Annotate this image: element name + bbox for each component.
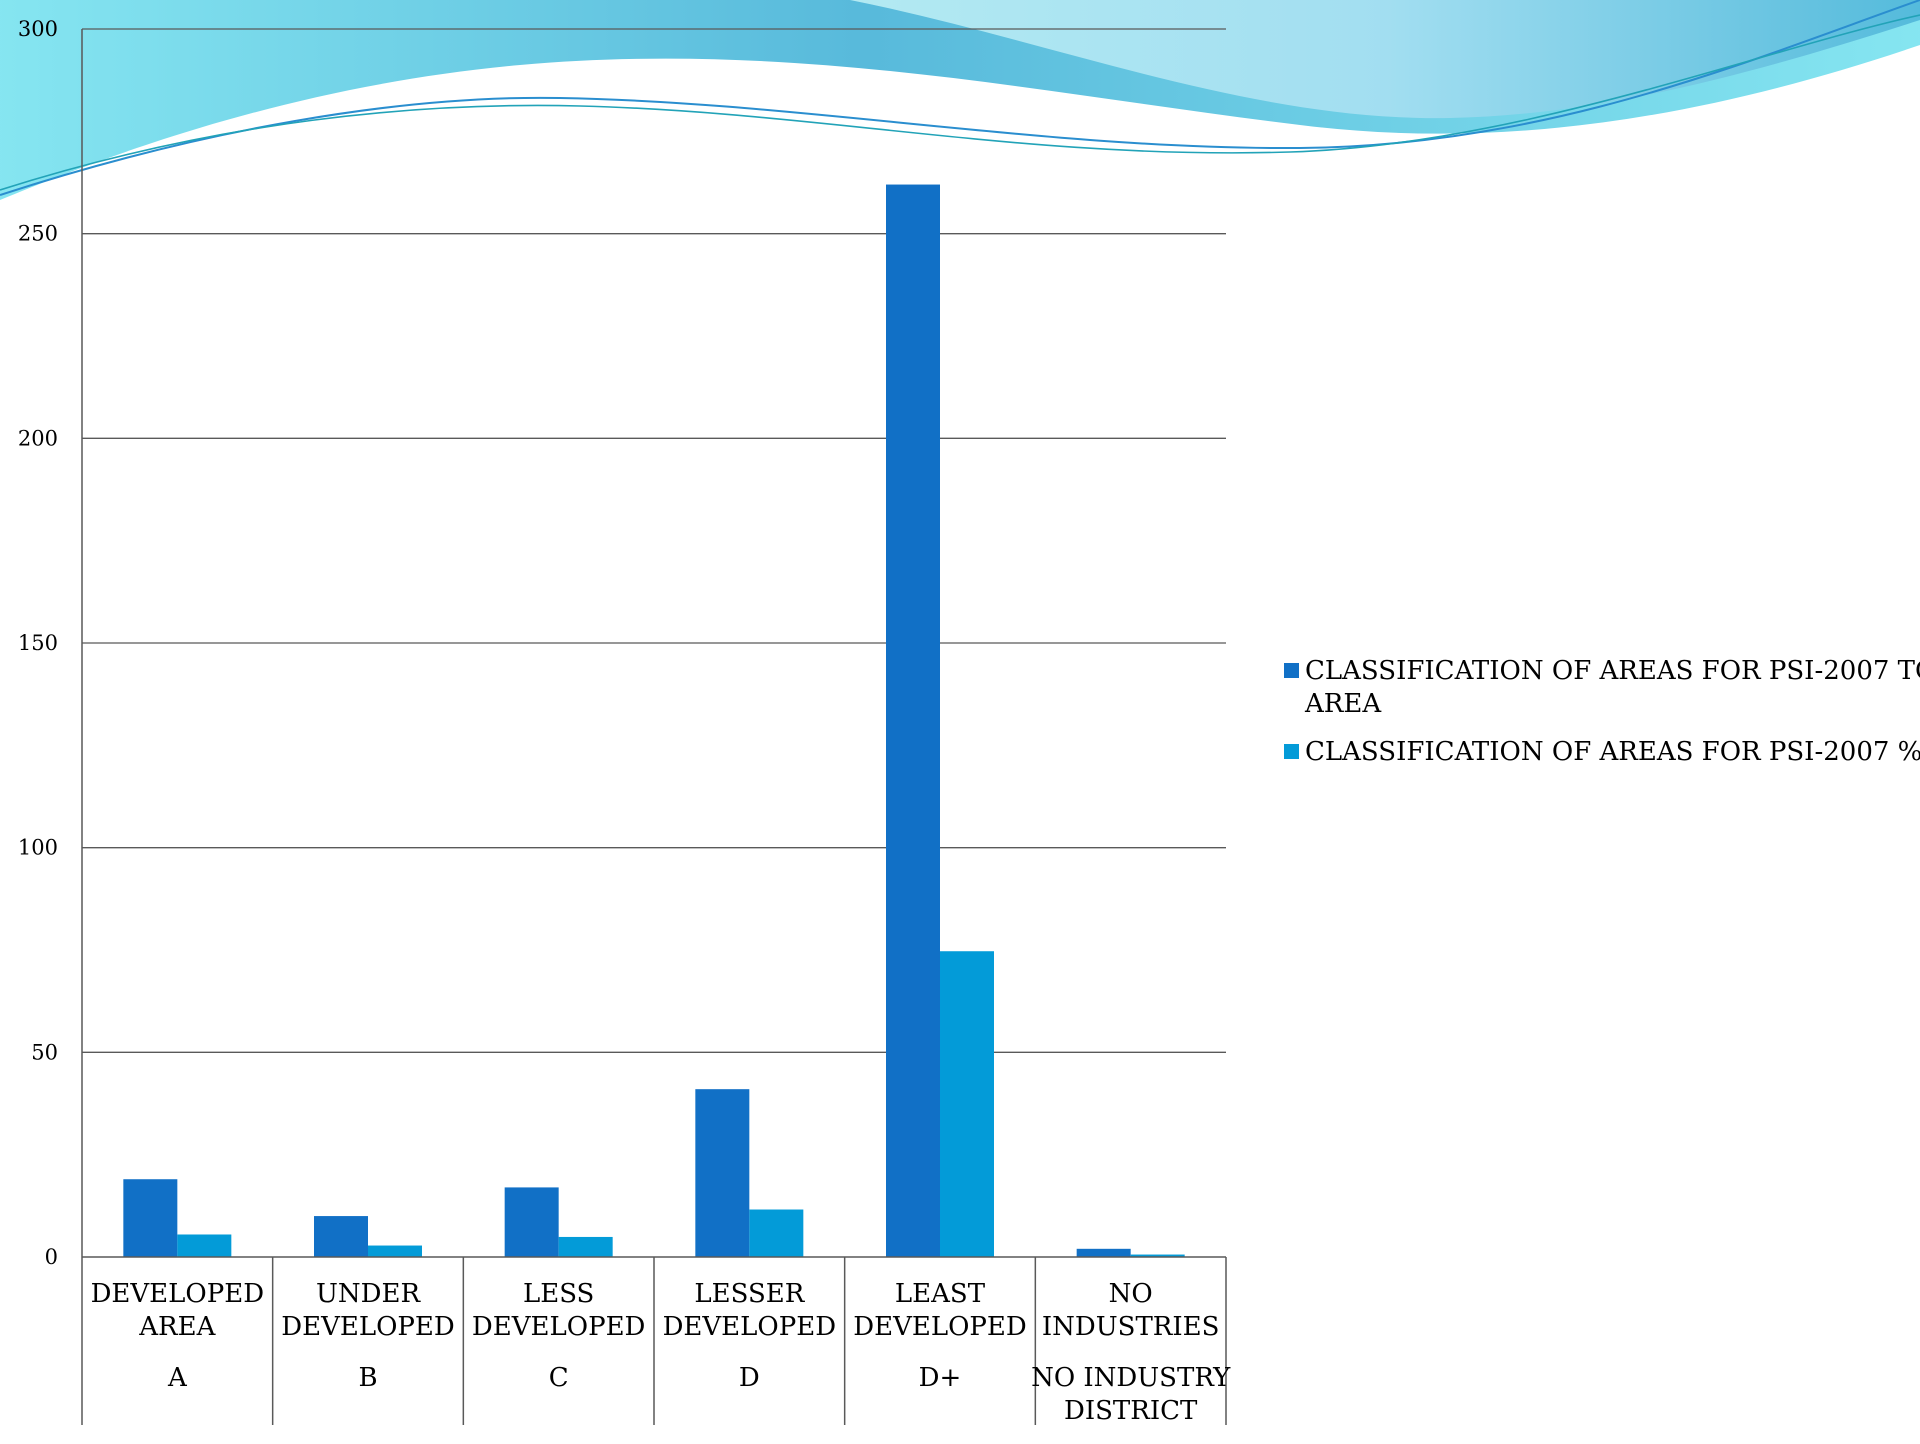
y-tick-label-0: 0: [45, 1245, 58, 1269]
category-code-2-0: C: [549, 1363, 569, 1393]
gridlines: [82, 28, 1226, 1053]
wave-line-2: [0, 14, 1920, 191]
category-code-5-1: DISTRICT: [1064, 1396, 1198, 1426]
category-label-4-1: DEVELOPED: [853, 1312, 1026, 1342]
bar-s2-4: [940, 951, 994, 1257]
category-code-5-0: NO INDUSTRY: [1031, 1363, 1231, 1393]
legend: CLASSIFICATION OF AREAS FOR PSI-2007 TOT…: [1284, 656, 1920, 767]
decorative-wave-banner: [0, 0, 1920, 200]
bar-s2-0: [177, 1234, 232, 1257]
bar-s2-1: [368, 1245, 422, 1257]
category-code-4-0: D+: [919, 1363, 962, 1393]
x-axis-category-labels: DEVELOPEDAREAAUNDERDEVELOPEDBLESSDEVELOP…: [91, 1279, 1232, 1426]
legend-swatch-1: [1284, 663, 1299, 678]
bar-s1-3: [695, 1089, 750, 1257]
category-label-5-0: NO: [1109, 1279, 1153, 1309]
bar-s1-0: [123, 1179, 178, 1257]
bars-group: [123, 184, 1185, 1258]
bar-s2-2: [558, 1236, 613, 1257]
bar-s1-4: [886, 184, 940, 1258]
category-label-2-0: LESS: [523, 1279, 594, 1309]
category-label-2-1: DEVELOPED: [472, 1312, 645, 1342]
y-tick-label-2: 100: [18, 836, 58, 860]
y-tick-label-4: 200: [18, 426, 58, 450]
category-label-0-0: DEVELOPED: [91, 1279, 264, 1309]
bar-s1-5: [1076, 1248, 1131, 1257]
category-label-1-0: UNDER: [316, 1279, 421, 1309]
bar-s1-1: [314, 1216, 368, 1257]
legend-label-2-0: CLASSIFICATION OF AREAS FOR PSI-2007 %: [1305, 737, 1920, 767]
y-tick-label-6: 300: [18, 17, 58, 41]
category-code-1-0: B: [358, 1363, 377, 1393]
y-tick-label-5: 250: [18, 222, 58, 246]
category-label-5-1: INDUSTRIES: [1042, 1312, 1220, 1342]
legend-swatch-2: [1284, 744, 1299, 759]
bar-s1-2: [504, 1187, 559, 1257]
legend-label-1-1: AREA: [1304, 689, 1382, 719]
category-label-1-1: DEVELOPED: [281, 1312, 454, 1342]
legend-label-1-0: CLASSIFICATION OF AREAS FOR PSI-2007 TOT…: [1305, 656, 1920, 686]
category-label-4-0: LEAST: [895, 1279, 986, 1309]
axes: [81, 29, 1227, 1425]
category-label-3-1: DEVELOPED: [663, 1312, 836, 1342]
category-label-3-0: LESSER: [694, 1279, 805, 1309]
y-axis-tick-labels: 0 50 100 150 200 250 300: [18, 17, 58, 1269]
y-tick-label-3: 150: [18, 631, 58, 655]
wave-line-1: [0, 0, 1920, 196]
bar-s2-3: [749, 1209, 804, 1257]
bar-s2-5: [1130, 1254, 1185, 1257]
category-code-3-0: D: [739, 1363, 760, 1393]
category-label-0-1: AREA: [138, 1312, 216, 1342]
category-code-0-0: A: [167, 1363, 188, 1393]
y-tick-label-1: 50: [31, 1040, 58, 1064]
